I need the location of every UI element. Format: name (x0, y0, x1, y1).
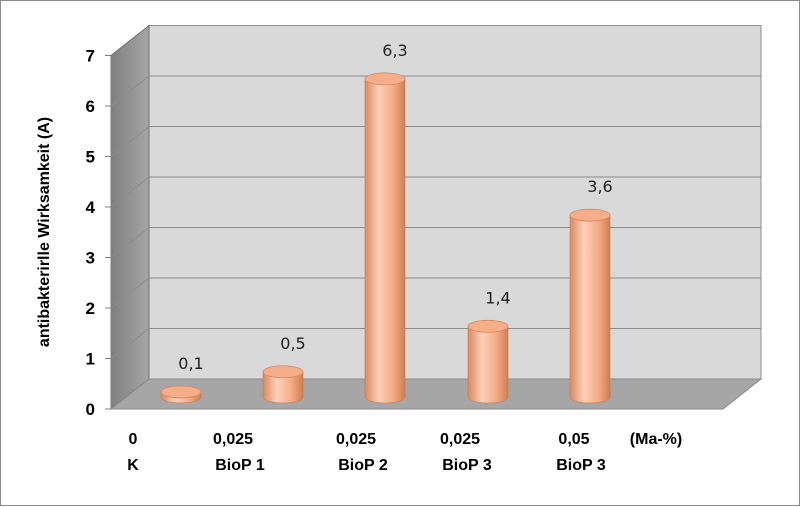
x-tick-label: 0,025 (213, 431, 253, 448)
gridline (110, 75, 761, 107)
plot-background (109, 24, 763, 411)
bar-top (569, 208, 611, 222)
x-axis: 0 K 0,025 BioP 1 0,025 BioP 2 0,025 BioP 3 0,05 B… (127, 431, 606, 474)
bar-top (262, 365, 304, 379)
gridline (110, 328, 761, 359)
bar-top (160, 385, 202, 399)
y-tick-label: 5 (86, 148, 95, 167)
data-label: 0,1 (178, 354, 203, 373)
bars (160, 72, 611, 404)
gridline (110, 227, 761, 258)
bar-body (364, 78, 406, 404)
y-tick-label: 0 (86, 400, 95, 419)
data-label: 6,3 (382, 41, 407, 60)
y-axis-title: antibakterirlle Wirksamkeit (A) (36, 117, 53, 347)
x-tick-label: BioP 3 (442, 457, 492, 474)
y-axis: 0 1 2 3 4 5 6 7 (86, 47, 112, 419)
x-tick-label: K (127, 457, 139, 474)
y-tick-label: 2 (86, 299, 95, 318)
bar-body (467, 326, 509, 404)
data-label: 1,4 (485, 288, 510, 307)
x-tick-label: 0,05 (558, 431, 589, 448)
bar (569, 208, 611, 404)
x-tick-label: BioP 2 (338, 457, 388, 474)
bar-body (569, 214, 611, 404)
bar (364, 72, 406, 404)
bar-top (467, 319, 509, 333)
x-tick-label: BioP 1 (215, 457, 265, 474)
unit-label: (Ma-%) (630, 431, 682, 448)
gridline (110, 176, 761, 208)
x-tick-label: 0,025 (336, 431, 376, 448)
data-label: 3,6 (587, 177, 612, 196)
y-tick-label: 7 (86, 47, 95, 66)
back-wall (148, 25, 762, 380)
bar-top (364, 72, 406, 86)
bar (160, 385, 202, 404)
x-tick-label: 0,025 (440, 431, 480, 448)
x-tick-label: BioP 3 (556, 457, 606, 474)
y-tick-label: 4 (86, 198, 96, 217)
bar (262, 365, 304, 404)
gridlines (110, 75, 761, 359)
gridline (110, 277, 761, 309)
bar-body (262, 371, 304, 404)
floor (109, 378, 763, 410)
data-labels: 0,1 0,5 6,3 1,4 3,6 (178, 41, 612, 373)
side-wall (110, 24, 150, 411)
x-tick-label: 0 (129, 431, 138, 448)
y-tick-label: 1 (86, 350, 95, 369)
bar (467, 319, 509, 404)
y-tick-label: 3 (86, 249, 95, 268)
gridline (110, 126, 761, 157)
data-label: 0,5 (280, 334, 305, 353)
y-tick-label: 6 (86, 97, 95, 116)
